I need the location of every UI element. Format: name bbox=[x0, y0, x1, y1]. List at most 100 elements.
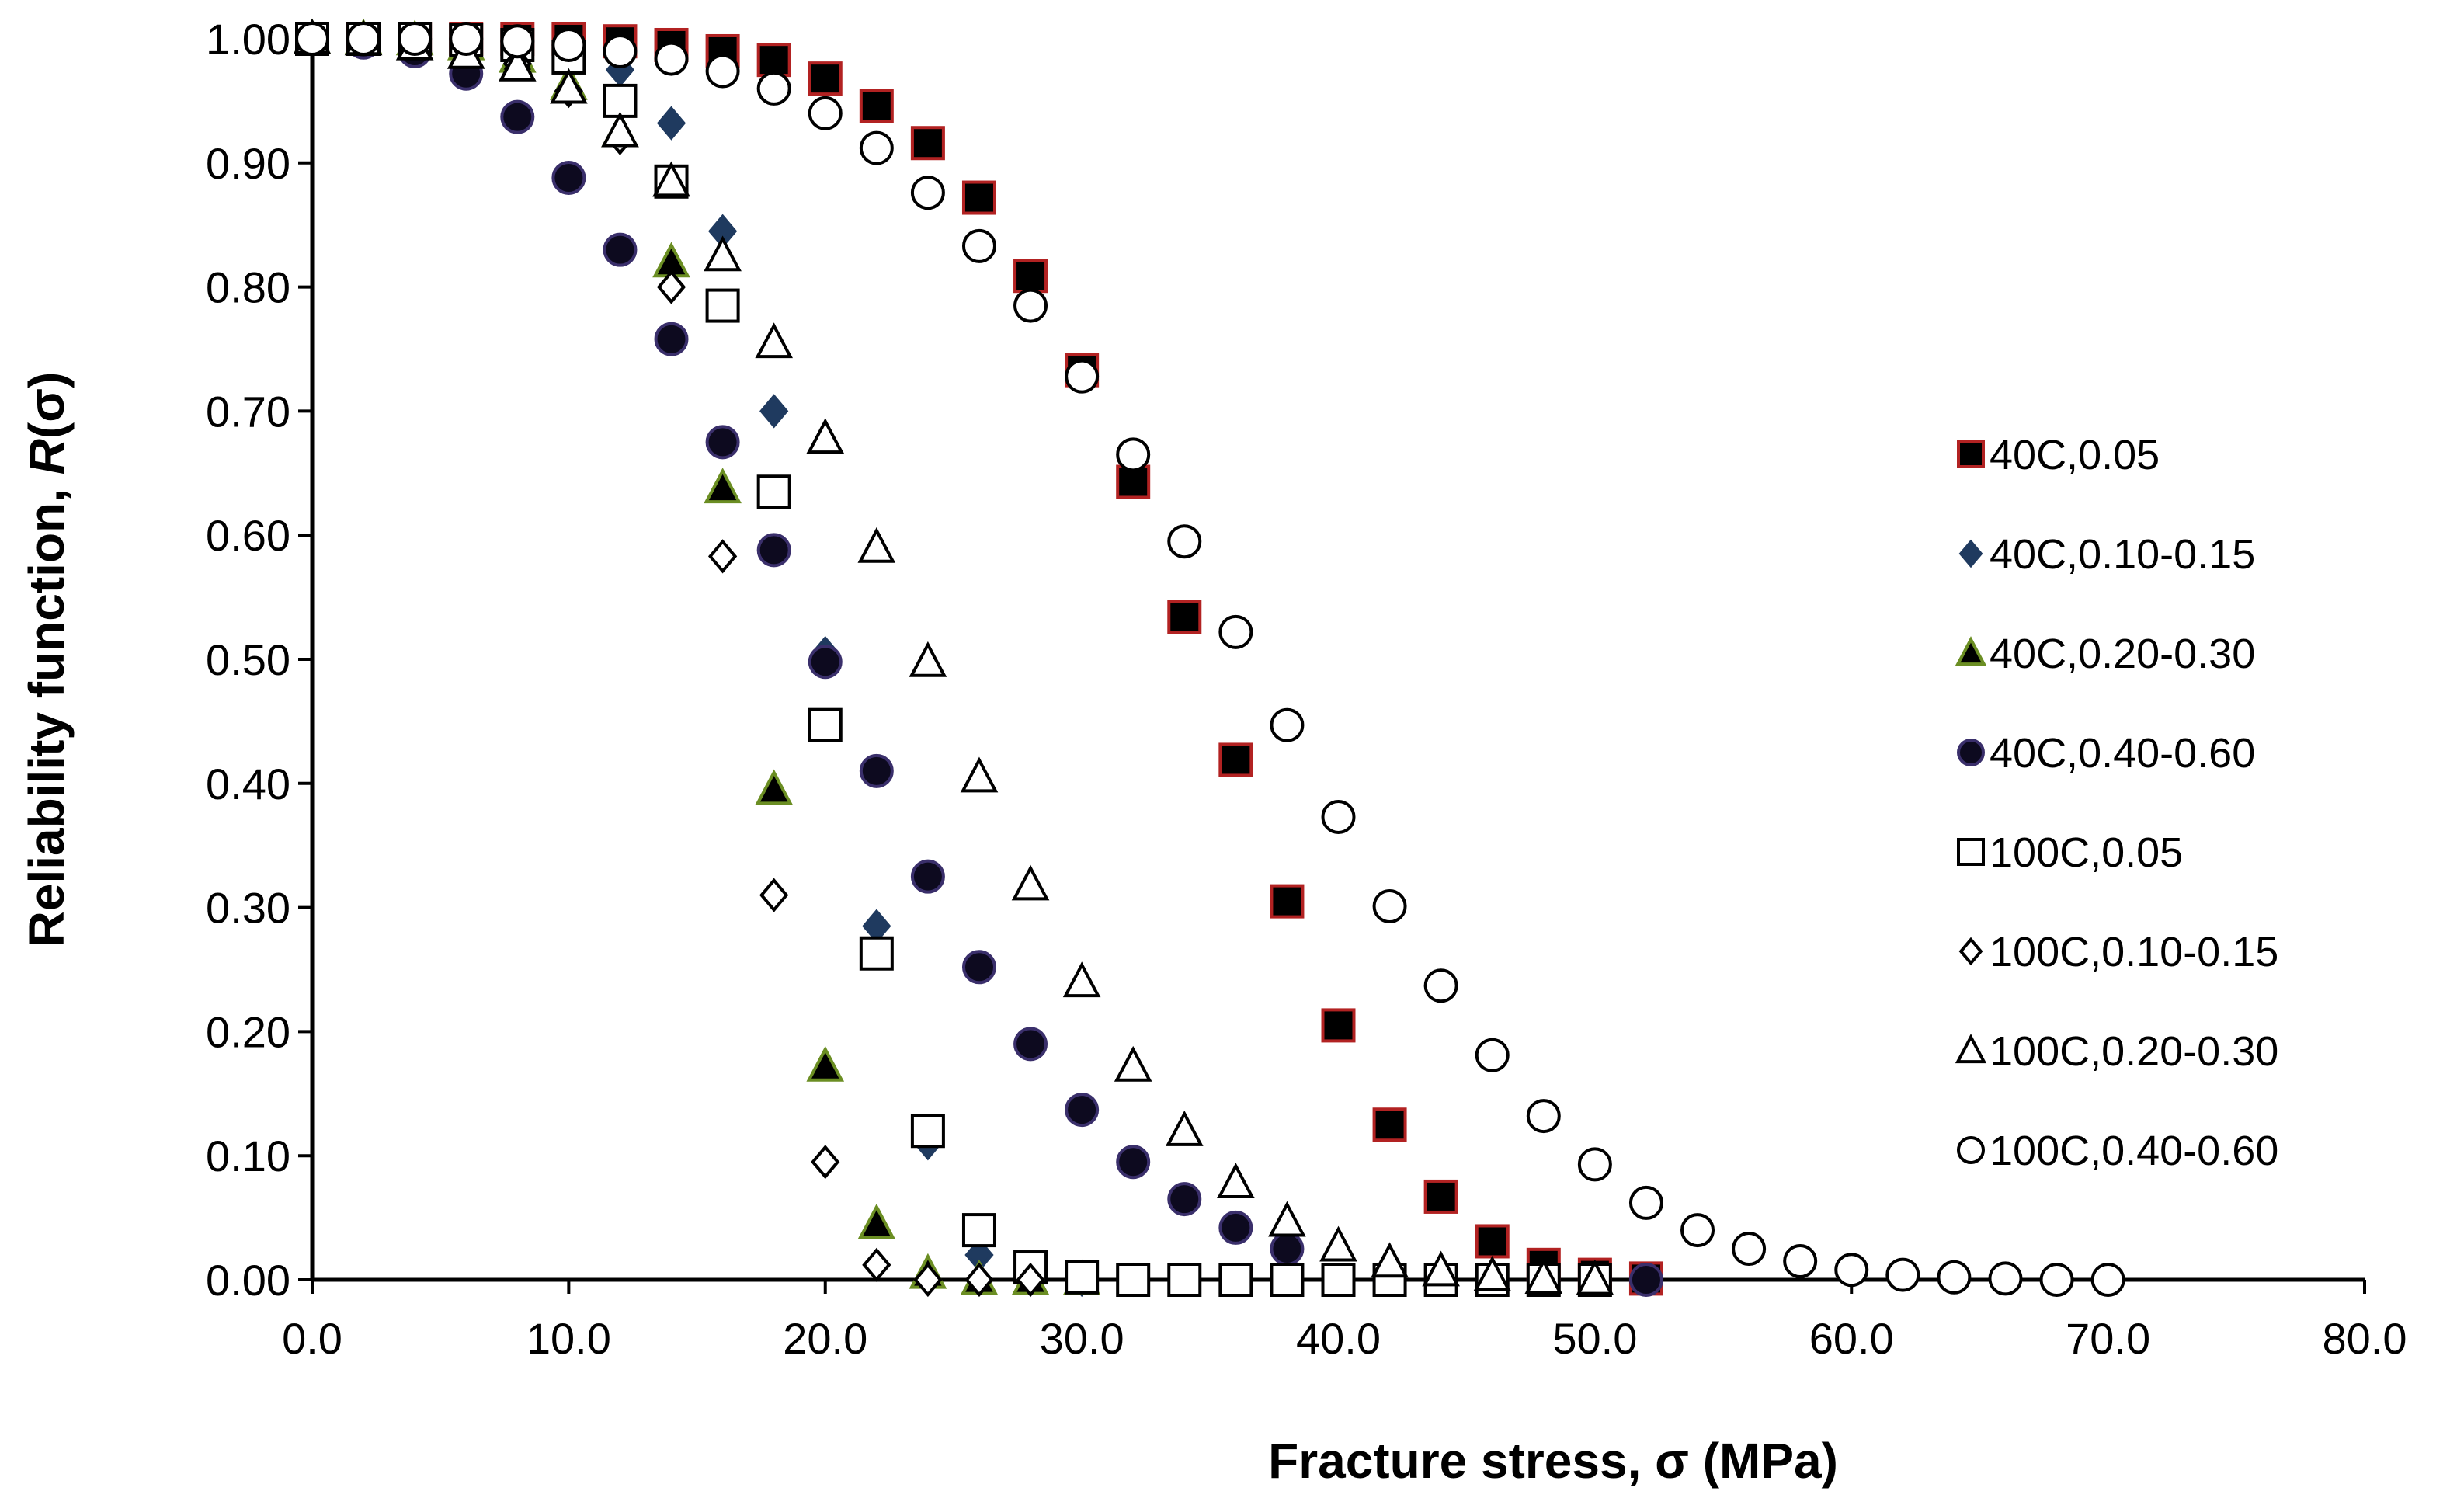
x-tick-label: 50.0 bbox=[1552, 1314, 1637, 1363]
data-point bbox=[1218, 1210, 1253, 1245]
data-point bbox=[1016, 1262, 1045, 1298]
y-tick-label: 0.20 bbox=[206, 1007, 290, 1056]
data-point bbox=[550, 68, 588, 104]
data-point bbox=[346, 22, 381, 56]
data-point bbox=[1475, 1038, 1510, 1072]
data-point bbox=[1577, 1147, 1612, 1182]
y-tick-label: 0.30 bbox=[206, 884, 290, 933]
data-point bbox=[654, 322, 689, 356]
data-point bbox=[498, 45, 537, 82]
data-point bbox=[603, 83, 638, 118]
y-tick-label: 0.70 bbox=[206, 387, 290, 436]
data-point bbox=[1834, 1253, 1869, 1288]
data-point bbox=[705, 425, 740, 460]
x-tick-label: 80.0 bbox=[2323, 1314, 2407, 1363]
x-tick-label: 30.0 bbox=[1040, 1314, 1124, 1363]
data-point bbox=[1270, 884, 1305, 919]
data-point bbox=[1013, 1027, 1048, 1062]
data-point bbox=[1011, 864, 1050, 901]
data-point bbox=[756, 43, 791, 78]
data-point bbox=[1013, 288, 1048, 323]
data-point bbox=[1167, 600, 1202, 634]
data-point bbox=[551, 160, 586, 195]
data-point bbox=[1423, 1179, 1458, 1214]
x-tick-label: 40.0 bbox=[1296, 1314, 1381, 1363]
data-point bbox=[811, 1145, 840, 1180]
data-point bbox=[1218, 614, 1253, 649]
data-point bbox=[1628, 1263, 1663, 1297]
data-point bbox=[859, 130, 894, 165]
data-point bbox=[1217, 1163, 1255, 1198]
data-point bbox=[1167, 1263, 1202, 1297]
legend-item: 100C,0.20-0.30 bbox=[1955, 1028, 2278, 1075]
y-tick-label: 0.00 bbox=[206, 1256, 290, 1305]
data-point bbox=[705, 54, 740, 89]
data-point bbox=[1937, 1260, 1972, 1295]
data-point bbox=[862, 1247, 891, 1282]
legend-item: 40C,0.20-0.30 bbox=[1955, 631, 2255, 677]
data-point bbox=[910, 176, 945, 210]
data-point bbox=[756, 474, 791, 509]
series-7 bbox=[295, 22, 2125, 1297]
data-point bbox=[656, 269, 686, 304]
legend-marker bbox=[1958, 539, 1983, 568]
data-point bbox=[806, 418, 845, 454]
x-tick-label: 60.0 bbox=[1809, 1314, 1894, 1363]
series-0 bbox=[295, 22, 1663, 1296]
x-tick-label: 70.0 bbox=[2066, 1314, 2150, 1363]
data-point bbox=[1013, 259, 1048, 294]
legend-label: 100C,0.10-0.15 bbox=[1990, 929, 2278, 975]
legend-item: 40C,0.10-0.15 bbox=[1958, 531, 2255, 578]
data-point bbox=[705, 288, 740, 323]
data-point bbox=[1268, 1201, 1306, 1237]
y-tick-label: 0.40 bbox=[206, 759, 290, 808]
data-point bbox=[1885, 1257, 1920, 1292]
x-tick-label: 10.0 bbox=[526, 1314, 611, 1363]
y-axis-title-prefix: Reliability function, bbox=[19, 474, 75, 947]
data-point bbox=[961, 950, 996, 985]
data-point bbox=[857, 1203, 896, 1239]
legend-label: 40C,0.05 bbox=[1990, 432, 2160, 478]
data-point bbox=[656, 106, 686, 141]
data-point bbox=[859, 936, 894, 971]
data-point bbox=[1321, 799, 1356, 834]
y-tick-label: 0.50 bbox=[206, 635, 290, 684]
series-4 bbox=[295, 22, 1612, 1297]
data-point bbox=[1524, 1258, 1563, 1295]
data-point bbox=[808, 61, 843, 96]
y-axis-title: Reliability function, R(σ) bbox=[19, 372, 75, 947]
data-point bbox=[551, 27, 586, 62]
legend-marker bbox=[1957, 440, 1985, 468]
data-point bbox=[756, 533, 791, 568]
data-point bbox=[295, 22, 329, 56]
data-point bbox=[1526, 1099, 1561, 1134]
data-point bbox=[756, 71, 791, 106]
data-point bbox=[1165, 1110, 1204, 1146]
data-point bbox=[1065, 1093, 1100, 1128]
data-point bbox=[910, 1114, 945, 1149]
legend-item: 100C,0.05 bbox=[1957, 829, 2183, 876]
data-point bbox=[961, 228, 996, 263]
legend-marker bbox=[1955, 636, 1987, 666]
legend-marker bbox=[1958, 937, 1983, 966]
data-point bbox=[1270, 707, 1305, 742]
data-point bbox=[759, 394, 789, 429]
data-point bbox=[1988, 1261, 2023, 1296]
data-point bbox=[1473, 1255, 1512, 1291]
data-point bbox=[961, 180, 996, 215]
data-point bbox=[806, 1045, 845, 1082]
data-point bbox=[755, 322, 793, 359]
data-point bbox=[1475, 1224, 1510, 1259]
x-axis-title: Fracture stress, σ (MPa) bbox=[1268, 1433, 1838, 1489]
data-point bbox=[603, 33, 638, 68]
data-point bbox=[1372, 889, 1407, 924]
data-point bbox=[1218, 742, 1253, 777]
x-tick-label: 20.0 bbox=[783, 1314, 867, 1363]
y-tick-label: 0.80 bbox=[206, 263, 290, 312]
legend-label: 100C,0.05 bbox=[1990, 829, 2183, 876]
legend-item: 100C,0.10-0.15 bbox=[1958, 929, 2278, 975]
data-point bbox=[2039, 1263, 2074, 1297]
x-tick-label: 0.0 bbox=[282, 1314, 342, 1363]
data-point bbox=[1783, 1244, 1818, 1279]
data-point bbox=[449, 22, 484, 56]
